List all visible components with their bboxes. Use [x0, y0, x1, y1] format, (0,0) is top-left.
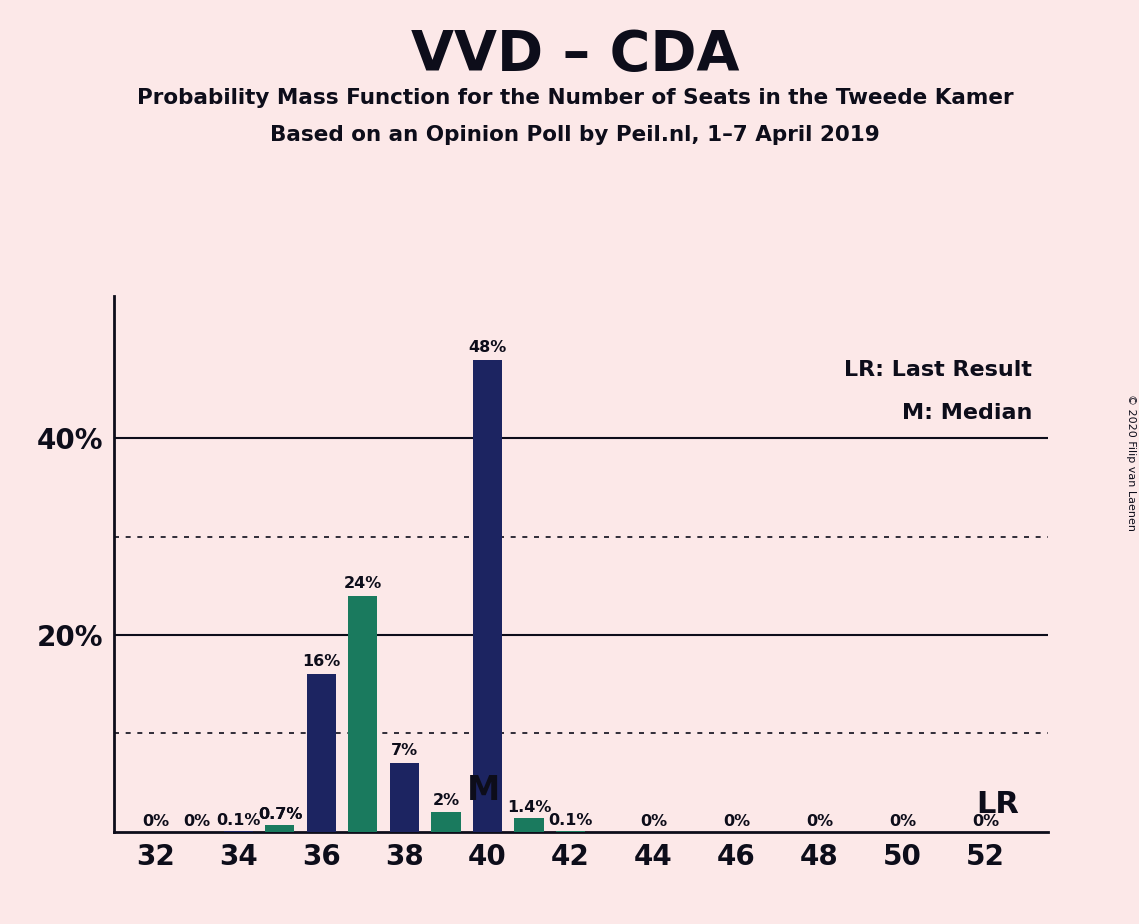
Text: 48%: 48%	[468, 340, 507, 355]
Bar	[473, 359, 502, 832]
Text: 0%: 0%	[972, 814, 999, 829]
Bar	[556, 831, 585, 832]
Text: 0.1%: 0.1%	[216, 813, 261, 828]
Text: © 2020 Filip van Laenen: © 2020 Filip van Laenen	[1126, 394, 1136, 530]
Text: VVD – CDA: VVD – CDA	[411, 28, 739, 81]
Bar	[432, 812, 460, 832]
Bar	[515, 818, 543, 832]
Text: 0.7%: 0.7%	[257, 807, 302, 821]
Text: Based on an Opinion Poll by Peil.nl, 1–7 April 2019: Based on an Opinion Poll by Peil.nl, 1–7…	[270, 125, 880, 145]
Bar	[224, 831, 253, 832]
Bar	[349, 596, 377, 832]
Text: LR: Last Result: LR: Last Result	[844, 360, 1032, 380]
Text: 16%: 16%	[302, 654, 341, 669]
Bar	[265, 825, 295, 832]
Text: 0%: 0%	[890, 814, 916, 829]
Text: 0%: 0%	[640, 814, 667, 829]
Text: 0%: 0%	[183, 814, 211, 829]
Bar	[265, 825, 295, 832]
Text: M: M	[467, 774, 500, 807]
Text: 2%: 2%	[433, 793, 459, 808]
Text: M: Median: M: Median	[902, 403, 1032, 423]
Text: 24%: 24%	[344, 576, 382, 590]
Text: 0.1%: 0.1%	[548, 813, 592, 828]
Text: 0.7%: 0.7%	[257, 807, 302, 821]
Text: 0%: 0%	[142, 814, 169, 829]
Bar	[390, 763, 419, 832]
Text: 0%: 0%	[806, 814, 833, 829]
Text: 0%: 0%	[723, 814, 751, 829]
Text: LR: LR	[976, 790, 1018, 819]
Text: Probability Mass Function for the Number of Seats in the Tweede Kamer: Probability Mass Function for the Number…	[137, 88, 1014, 108]
Text: 7%: 7%	[391, 743, 418, 758]
Text: 1.4%: 1.4%	[507, 800, 551, 815]
Bar	[306, 675, 336, 832]
